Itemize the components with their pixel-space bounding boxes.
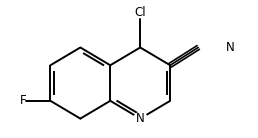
Text: F: F bbox=[19, 94, 26, 107]
Text: N: N bbox=[136, 112, 144, 125]
Text: Cl: Cl bbox=[134, 6, 146, 19]
Text: N: N bbox=[226, 41, 235, 54]
